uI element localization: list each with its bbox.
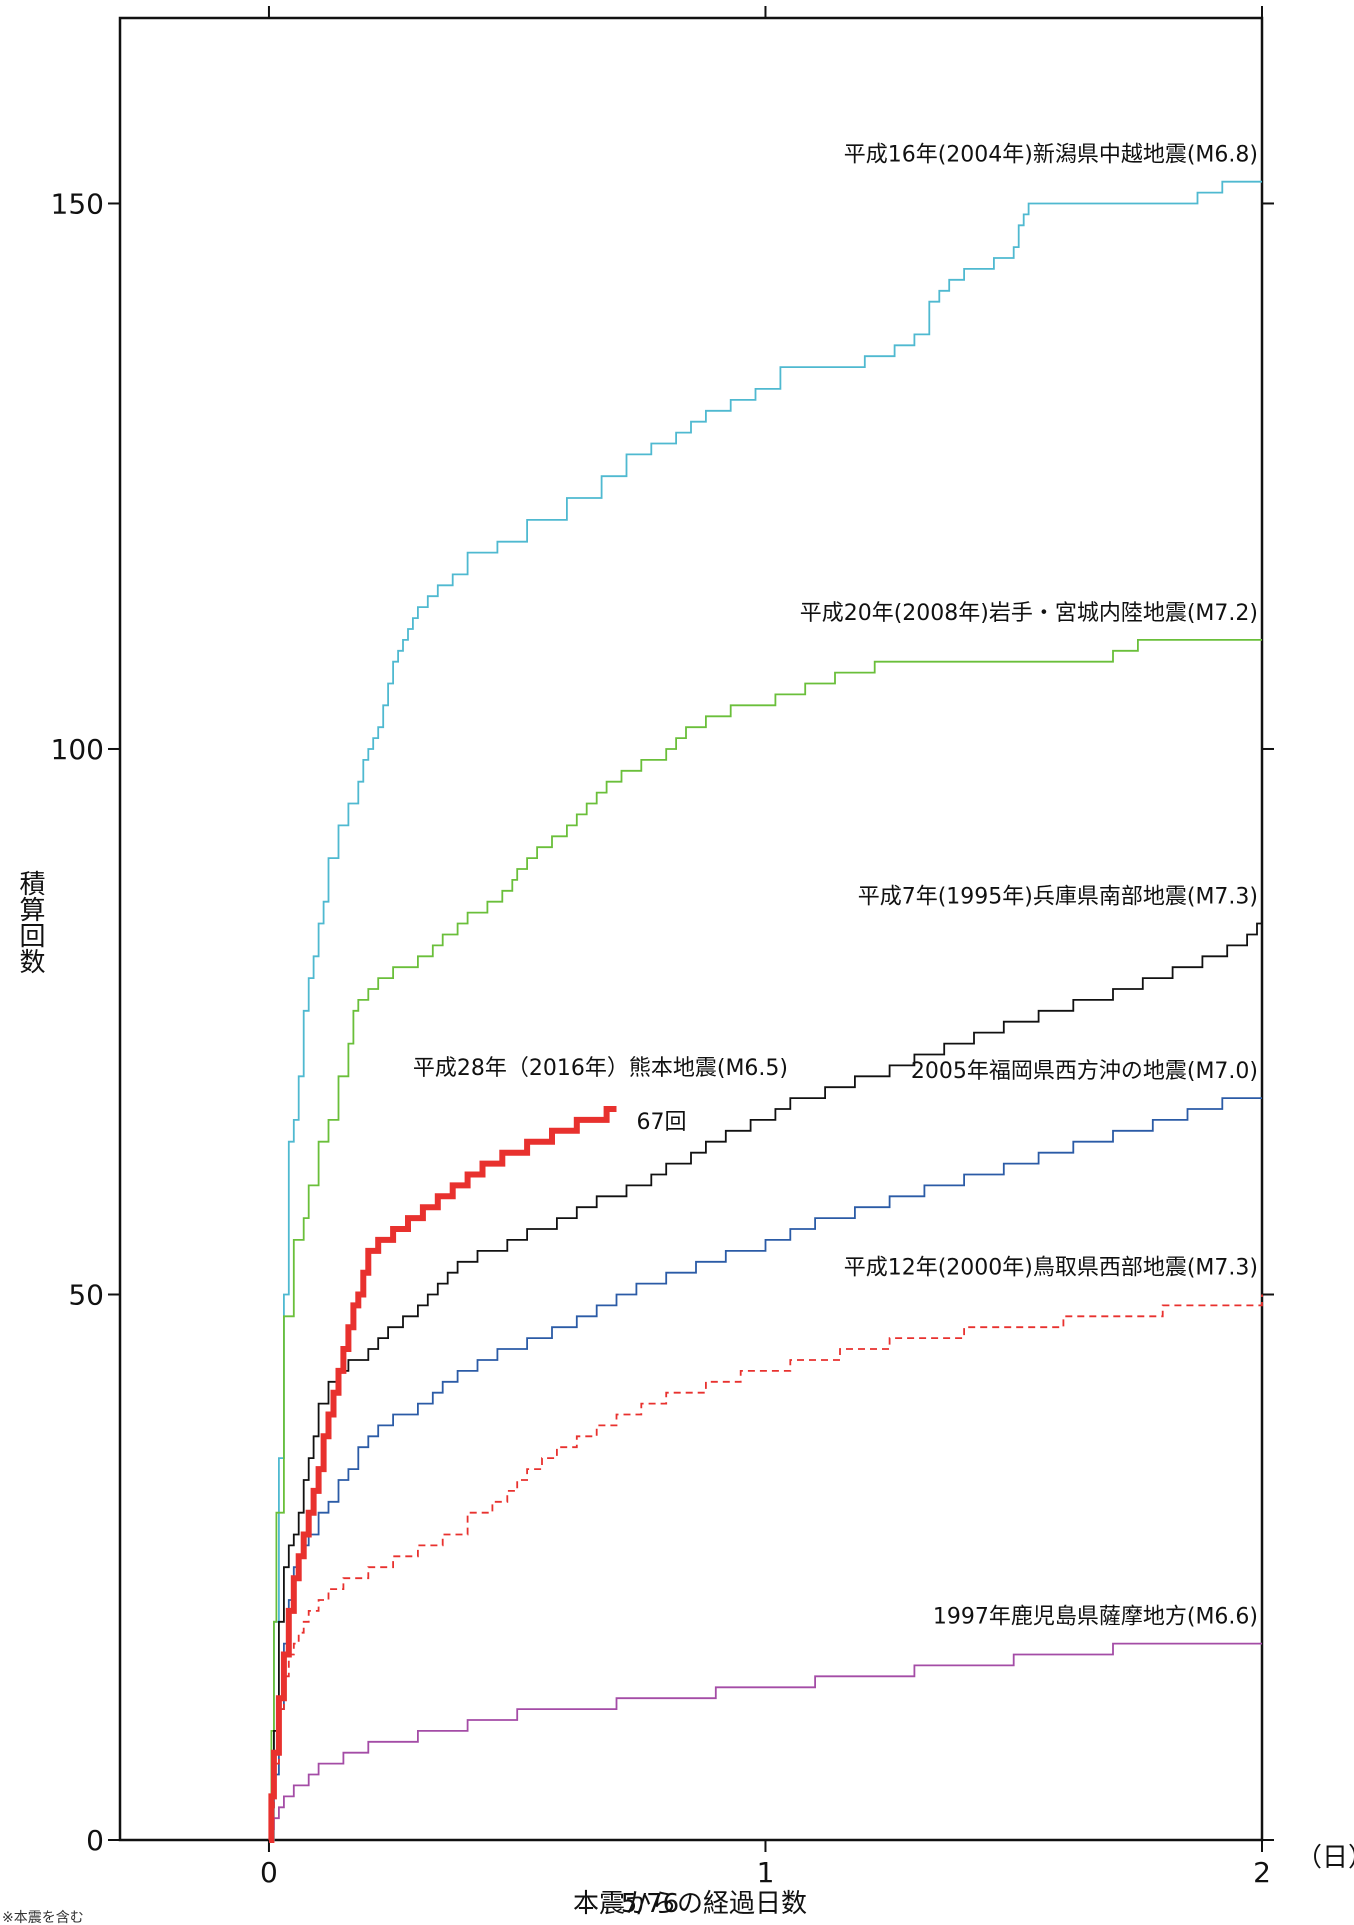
y-tick-label: 0 <box>86 1824 104 1857</box>
x-tick-label: 0 <box>260 1856 278 1889</box>
series-end-label: 67回 <box>637 1110 687 1135</box>
x-tick-label: 1 <box>757 1856 775 1889</box>
x-tick-label: 2 <box>1253 1856 1271 1889</box>
series-line <box>269 922 1262 1841</box>
series-name-label: 2005年福岡県西方沖の地震(M7.0) <box>911 1059 1258 1084</box>
series-line <box>269 1642 1262 1841</box>
series-name-label: 平成20年(2008年)岩手・宮城内陸地震(M7.2) <box>800 601 1258 626</box>
plot-frame <box>118 16 1264 1842</box>
y-tick-label: 50 <box>68 1278 104 1311</box>
series-labels: 平成16年(2004年)新潟県中越地震(M6.8) 平成20年(2008年)岩手・… <box>413 143 1258 1630</box>
x-axis-title: 本震からの経過日数 <box>573 1889 807 1919</box>
series-line <box>268 1106 617 1843</box>
y-axis-title: 積算回数 <box>15 870 45 974</box>
x-axis-unit: （日） <box>1296 1843 1354 1873</box>
series-name-label: 1997年鹿児島県薩摩地方(M6.6) <box>933 1605 1258 1630</box>
axis-ticks: 0 1 2 0 50 100 150 <box>51 6 1274 1889</box>
y-tick-label: 150 <box>51 187 104 220</box>
series-name-label: 平成7年(1995年)兵庫県南部地震(M7.3) <box>858 885 1258 910</box>
series-line <box>269 1294 1263 1841</box>
footnote: ※本震を含む <box>2 1910 84 1925</box>
y-tick-label: 100 <box>51 733 104 766</box>
series-name-label: 平成16年(2004年)新潟県中越地震(M6.8) <box>844 143 1258 168</box>
series-lines <box>268 180 1263 1843</box>
series-line <box>269 180 1262 1841</box>
series-line <box>269 639 1262 1841</box>
series-name-label: 平成28年（2016年）熊本地震(M6.5) <box>413 1056 788 1081</box>
page-number: 5/76 <box>621 1889 679 1919</box>
series-name-label: 平成12年(2000年)鳥取県西部地震(M7.3) <box>844 1255 1258 1280</box>
series-line <box>269 1097 1262 1841</box>
